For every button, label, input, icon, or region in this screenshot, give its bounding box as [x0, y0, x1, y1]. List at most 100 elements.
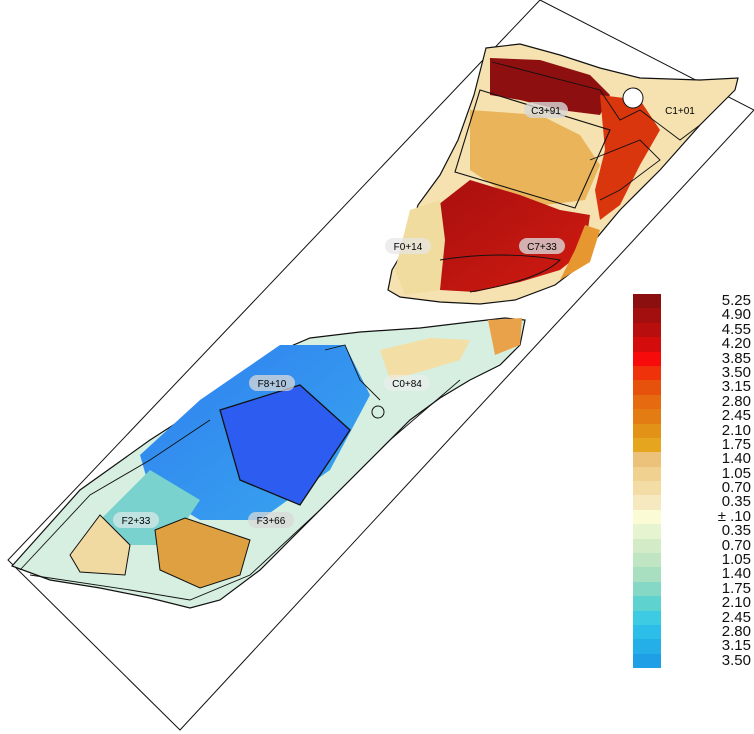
legend-row: 1.75 [633, 435, 754, 453]
label-c3-91: C3+91 [531, 106, 561, 117]
legend-row: 4.90 [633, 307, 754, 323]
label-bg-f3-66 [248, 512, 294, 528]
legend-row: 0.35 [633, 523, 754, 539]
legend-row: 3.15 [633, 378, 754, 396]
legend-swatch [633, 437, 661, 453]
legend-value: 3.85 [721, 349, 751, 367]
legend-row: 2.45 [633, 408, 754, 424]
legend-value: 3.50 [721, 651, 751, 669]
legend-swatch [633, 509, 661, 525]
label-f3-66: F3+66 [257, 516, 286, 527]
north-site [387, 43, 739, 305]
legend-swatch [633, 481, 661, 496]
label-bg-c0-84 [384, 375, 430, 391]
legend-swatch [633, 610, 661, 625]
legend-value: ± .10 [717, 507, 751, 525]
legend-swatch [633, 351, 661, 366]
north-orange-right [560, 225, 600, 280]
legend-swatch [633, 581, 661, 597]
legend-swatch [633, 322, 661, 338]
south-west-lens [69, 514, 131, 576]
legend-swatch [633, 294, 661, 309]
south-contour-2 [29, 379, 461, 601]
legend-swatch [633, 495, 661, 510]
legend-row: 0.35 [633, 493, 754, 511]
legend-value: 4.20 [721, 335, 751, 353]
legend-value: 1.05 [721, 464, 751, 482]
legend-value: 3.15 [721, 637, 751, 655]
legend-value: 3.15 [721, 378, 751, 396]
legend-row: 1.40 [633, 451, 754, 467]
legend-row: 3.50 [633, 363, 754, 381]
south-orange-neck [488, 318, 522, 355]
legend-row: 2.10 [633, 422, 754, 438]
label-f2-33: F2+33 [122, 516, 151, 527]
legend-row: ± .10 [633, 507, 754, 525]
legend-value: 2.80 [721, 622, 751, 640]
legend-row: 2.80 [633, 392, 754, 410]
legend-row: 1.05 [633, 464, 754, 482]
legend-value: 2.10 [721, 594, 751, 612]
legend-row: 1.40 [633, 565, 754, 583]
label-c1-01: C1+01 [665, 106, 695, 117]
south-site [10, 317, 526, 609]
legend-swatch [633, 423, 661, 438]
legend-value: 1.75 [721, 435, 751, 453]
legend-swatch [633, 639, 661, 654]
south-contour-3 [324, 344, 381, 401]
legend-row: 3.15 [633, 637, 754, 655]
legend-row: 0.70 [633, 479, 754, 497]
south-contour-1 [19, 419, 211, 571]
north-pond [622, 87, 644, 109]
legend-value: 2.45 [721, 608, 751, 626]
legend-swatch [633, 337, 661, 352]
north-red-right [595, 95, 660, 220]
legend-swatch [633, 567, 661, 582]
legend-swatch [633, 596, 661, 611]
color-legend: 5.25 4.90 4.55 4.20 3.85 3.50 3.15 2.80 2.45 2.10… [633, 292, 754, 669]
north-contour-3 [589, 139, 661, 201]
legend-value: 0.70 [721, 536, 751, 554]
legend-row: 2.80 [633, 622, 754, 640]
legend-row: 0.70 [633, 536, 754, 554]
label-c0-84: C0+84 [392, 379, 422, 390]
survey-boundary [7, 0, 754, 731]
legend-swatch [633, 380, 661, 395]
legend-swatch [633, 466, 661, 482]
legend-row: 4.55 [633, 321, 754, 338]
label-bg-f2-33 [113, 512, 159, 528]
legend-swatch [633, 653, 661, 669]
legend-row: 3.85 [633, 349, 754, 367]
legend-value: 3.50 [721, 363, 751, 381]
legend-swatch [633, 538, 661, 554]
legend-value: 0.70 [721, 479, 751, 497]
south-yellow-east [380, 338, 470, 380]
label-f0-14: F0+14 [394, 242, 423, 253]
north-pad-outline [454, 89, 611, 209]
legend-value: 1.05 [721, 551, 751, 569]
south-orange-pad [154, 517, 251, 589]
legend-row: 2.10 [633, 594, 754, 612]
south-pond [371, 405, 385, 419]
legend-swatch [633, 624, 661, 640]
legend-row: 5.25 [633, 292, 754, 309]
legend-value: 0.35 [721, 493, 751, 511]
legend-value: 5.25 [721, 292, 751, 309]
label-c7-33: C7+33 [527, 242, 557, 253]
north-red-main [432, 180, 590, 292]
legend-value: 1.40 [721, 565, 751, 583]
label-bg-c7-33 [519, 238, 565, 254]
station-labels: C3+91 C1+01 F0+14 C7+33 F8+10 C0+84 F2+3… [113, 102, 695, 528]
north-red-top [490, 58, 610, 115]
north-contour-1 [491, 61, 701, 141]
legend-row: 2.45 [633, 608, 754, 626]
legend-value: 2.80 [721, 392, 751, 410]
label-bg-f8-10 [249, 375, 295, 391]
legend-row: 1.75 [633, 579, 754, 597]
label-f8-10: F8+10 [258, 379, 287, 390]
legend-swatch [633, 409, 661, 424]
legend-row: 1.05 [633, 551, 754, 569]
legend-value: 1.75 [721, 579, 751, 597]
label-bg-c3-91 [524, 102, 568, 118]
